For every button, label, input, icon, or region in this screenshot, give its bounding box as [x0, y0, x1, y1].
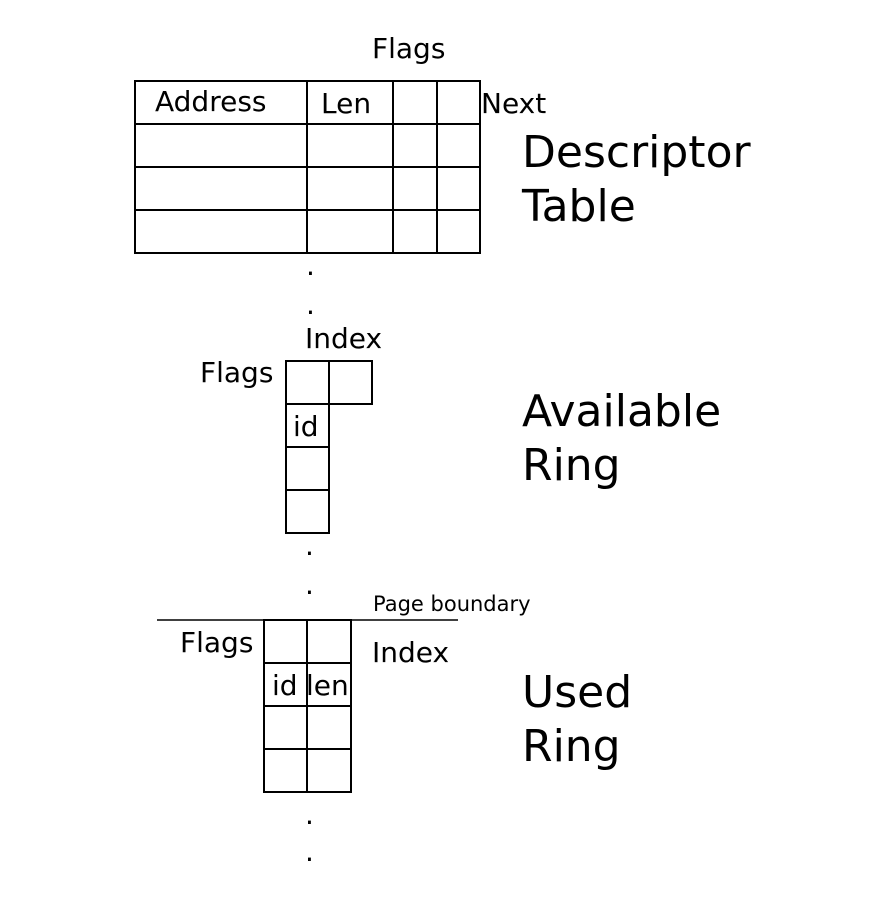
page-boundary: Page boundary [157, 592, 531, 621]
used-ring-grid [263, 619, 352, 793]
descriptor-len-header: Len [321, 87, 371, 120]
available-ring-title-line2: Ring [522, 440, 621, 491]
used-ring-title-line1: Used [522, 667, 632, 718]
available-id-label: id [293, 410, 319, 443]
used-ring-title-line2: Ring [522, 721, 621, 772]
available-ring: Index Flags id Available Ring . . [200, 322, 721, 601]
descriptor-grid [134, 80, 481, 254]
descriptor-flags-label: Flags [372, 32, 445, 65]
used-index-label: Index [372, 636, 449, 669]
descriptor-table: Flags Address Len Next Descriptor Table … [134, 32, 751, 321]
used-len-label: len [306, 669, 349, 702]
available-ring-grid [285, 360, 373, 534]
available-ellipsis-dot: . [305, 529, 314, 562]
page-boundary-label: Page boundary [373, 592, 531, 616]
used-ellipsis-dot: . [305, 798, 314, 831]
used-id-label: id [272, 669, 298, 702]
used-ellipsis-dot: . [305, 835, 314, 868]
descriptor-table-title-line1: Descriptor [522, 127, 751, 178]
available-ring-title-line1: Available [522, 386, 721, 437]
descriptor-table-title-line2: Table [521, 181, 636, 232]
available-index-label: Index [305, 322, 382, 355]
used-flags-label: Flags [180, 626, 253, 659]
descriptor-address-header: Address [155, 85, 267, 118]
descriptor-ellipsis-dot: . [306, 249, 315, 282]
descriptor-ellipsis-dot: . [306, 288, 315, 321]
available-flags-label: Flags [200, 356, 273, 389]
descriptor-next-label: Next [481, 87, 546, 120]
used-ring: Flags Index id len Used Ring . . [180, 619, 632, 868]
available-ellipsis-dot: . [305, 568, 314, 601]
